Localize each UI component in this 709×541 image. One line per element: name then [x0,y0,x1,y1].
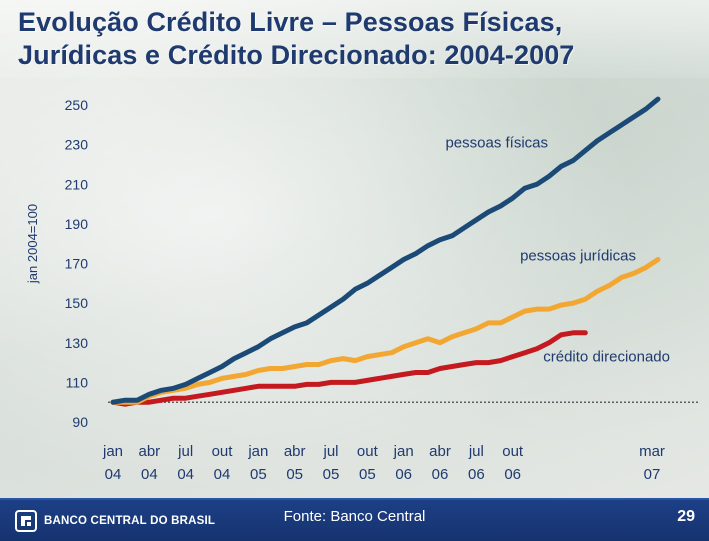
x-tick-year: 06 [395,466,412,483]
x-tick-year: 05 [359,466,376,483]
page-number: 29 [677,508,695,525]
x-tick-month: mar [639,443,665,460]
x-tick-year: 04 [214,466,231,483]
y-axis-ticks: 90 110 130 150 170 190 210 230 250 [65,97,89,430]
x-tick-year: 07 [644,466,661,483]
x-tick-month: jul [177,443,193,460]
x-tick-year: 06 [432,466,449,483]
footer-bar: BANCO CENTRAL DO BRASIL Fonte: Banco Cen… [0,498,709,541]
y-tick-label: 190 [65,216,89,232]
logo-text: BANCO CENTRAL DO BRASIL [44,515,216,527]
title-line-1: Evolução Crédito Livre – Pessoas Físicas… [18,7,563,37]
source-note: Fonte: Banco Central [283,508,426,525]
x-tick-month: abr [138,443,160,460]
y-tick-label: 210 [65,176,89,192]
title-band [0,0,709,78]
x-tick-year: 04 [141,466,158,483]
x-tick-year: 06 [504,466,521,483]
x-tick-month: abr [429,443,451,460]
annotation-label: pessoas jurídicas [520,248,636,265]
page-title: Evolução Crédito Livre – Pessoas Físicas… [18,6,574,72]
x-tick-month: out [212,443,234,460]
series-line-0 [110,96,661,405]
x-tick-month: jan [102,443,123,460]
y-tick-label: 130 [65,335,89,351]
bank-logo: BANCO CENTRAL DO BRASIL [14,509,215,533]
x-tick-month: jul [322,443,338,460]
y-tick-label: 90 [72,414,88,430]
series-annotations: pessoas físicas pessoas jurídicas crédito … [445,135,670,366]
x-tick-month: out [502,443,524,460]
x-tick-year: 05 [250,466,267,483]
x-tick-month: jan [247,443,268,460]
x-tick-year: 04 [105,466,122,483]
x-tick-month: abr [284,443,306,460]
x-tick-year: 05 [323,466,340,483]
series-line-1 [110,257,661,405]
x-tick-year: 04 [177,466,194,483]
annotation-label: crédito direcionado [543,349,670,366]
title-line-2: Jurídicas e Crédito Direcionado: 2004-20… [18,40,575,70]
x-tick-year: 06 [468,466,485,483]
y-tick-label: 170 [65,256,89,272]
x-tick-month: out [357,443,379,460]
annotation-label: pessoas físicas [445,135,548,152]
x-tick-month: jan [393,443,414,460]
x-tick-month: jul [468,443,484,460]
x-axis-ticks: jan 04 abr 04 jul 04 out 04 jan 05 abr 05 jul 05 out 05… [102,443,665,483]
bcb-logo-icon [15,510,37,532]
y-tick-label: 230 [65,137,89,153]
series-line-2 [110,330,588,407]
y-tick-label: 110 [66,374,89,390]
y-tick-label: 150 [65,295,89,311]
y-axis-label: jan 2004=100 [25,204,40,284]
y-tick-label: 250 [65,97,89,113]
series-lines [110,96,661,407]
x-tick-year: 05 [286,466,303,483]
